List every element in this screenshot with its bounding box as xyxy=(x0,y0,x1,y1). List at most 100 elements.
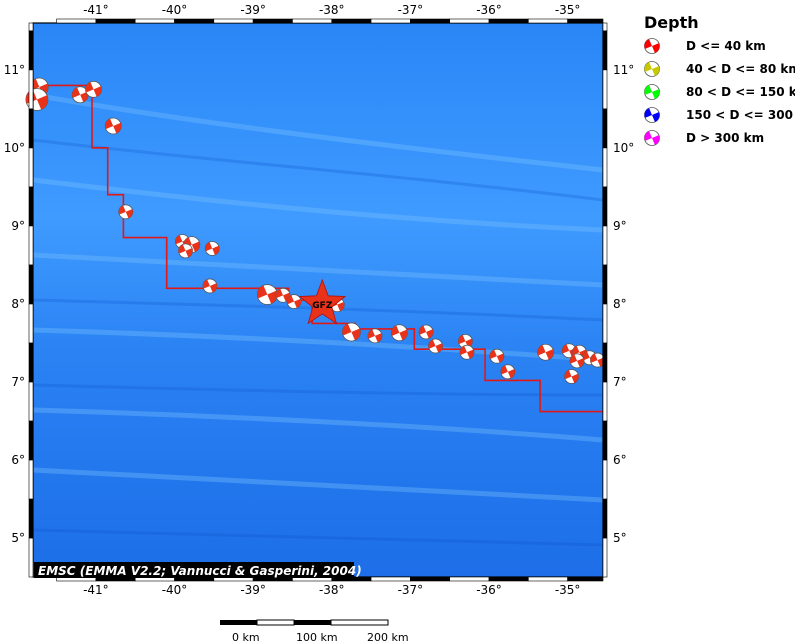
axis-ticks: -41° -41° -40° -40° -39° -39° -38° -38° -37° -37°… xyxy=(4,3,635,597)
frame-band-segment xyxy=(528,18,568,24)
focal-mechanism xyxy=(71,86,89,104)
frame-band-segment xyxy=(602,303,608,344)
frame-band-segment xyxy=(488,18,529,24)
ridge-texture xyxy=(33,92,603,173)
y-tick-label-right: 7° xyxy=(613,375,627,389)
scale-bar-segment xyxy=(294,620,331,625)
frame-band-segment xyxy=(602,264,608,305)
frame-band-segment xyxy=(370,576,411,582)
y-tick-label-right: 11° xyxy=(613,63,634,77)
scale-bar: 0 km 100 km 200 km xyxy=(220,619,409,643)
focal-mechanism xyxy=(104,117,122,135)
y-tick-label-left: 8° xyxy=(11,297,25,311)
main-event-layer: GFZ xyxy=(298,278,347,325)
x-tick-label-bottom: -40° xyxy=(162,583,188,597)
scale-bar-segment xyxy=(256,619,295,626)
trough-texture xyxy=(33,528,603,547)
legend-item-label: D <= 40 km xyxy=(686,39,766,53)
frame-band-segment xyxy=(567,576,604,582)
legend-depth-symbol xyxy=(644,84,660,100)
frame-band-segment xyxy=(602,381,608,422)
focal-mechanism xyxy=(428,338,443,354)
focal-mechanism xyxy=(489,348,505,364)
focal-mechanism xyxy=(367,328,383,344)
frame-band-segment xyxy=(28,342,34,383)
frame-band-segment xyxy=(28,303,34,344)
credit-box xyxy=(34,562,354,578)
frame-band-segment xyxy=(28,22,34,32)
frame-band-segment xyxy=(488,576,529,582)
frame-band-segment xyxy=(292,18,333,24)
scale-bar-segment xyxy=(220,620,257,625)
bathymetry-layer xyxy=(33,23,603,577)
frame-band-segment xyxy=(602,498,608,539)
map-frame xyxy=(28,18,608,582)
frame-band-segment xyxy=(28,498,34,539)
focal-mechanism xyxy=(564,369,579,384)
focal-mechanism xyxy=(85,80,102,98)
y-tick-label-right: 9° xyxy=(613,219,627,233)
frame-band-segment xyxy=(56,18,97,24)
scale-label-200: 200 km xyxy=(367,631,409,643)
frame-band-segment xyxy=(134,18,175,24)
focal-mechanism xyxy=(178,243,193,259)
frame-band-segment xyxy=(602,147,608,188)
frame-band-segment xyxy=(28,69,34,110)
x-tick-label-top: -40° xyxy=(162,3,188,17)
frame-band-segment xyxy=(602,342,608,383)
legend-item-label: 80 < D <= 150 km xyxy=(686,85,795,99)
focal-mechanism xyxy=(342,322,361,342)
x-tick-label-bottom: -39° xyxy=(240,583,266,597)
main-event-label: GFZ xyxy=(312,301,333,311)
y-tick-label-left: 10° xyxy=(4,141,25,155)
focal-mechanism xyxy=(202,278,218,294)
frame-band-segment xyxy=(602,459,608,500)
legend-depth-symbol xyxy=(644,38,660,54)
ridge-texture xyxy=(33,252,603,288)
frame-band-segment xyxy=(602,30,608,71)
depth-legend: Depth D <= 40 km 40 < D <= 80 km 80 < D <=… xyxy=(644,13,795,146)
frame-band-segment xyxy=(28,225,34,266)
frame-band-segment xyxy=(95,18,136,24)
y-tick-label-right: 6° xyxy=(613,453,627,467)
credit-text: EMSC (EMMA V2.2; Vannucci & Gasperini, 2… xyxy=(38,564,362,578)
frame-band-segment xyxy=(213,18,254,24)
x-tick-label-bottom: -41° xyxy=(83,583,109,597)
y-tick-label-left: 9° xyxy=(11,219,25,233)
frame-band-segment xyxy=(602,108,608,149)
frame-band-segment xyxy=(602,69,608,110)
frame-band-segment xyxy=(174,18,215,24)
ridge-texture xyxy=(33,327,603,363)
legend-depth-symbol xyxy=(644,130,660,146)
scale-bar-segment xyxy=(330,619,389,626)
frame-band-segment xyxy=(252,18,293,24)
frame-band-segment xyxy=(528,576,568,582)
x-tick-label-top: -38° xyxy=(319,3,345,17)
focal-mechanism xyxy=(275,287,291,303)
frame-band-segment xyxy=(410,18,450,24)
frame-band-segment xyxy=(331,18,372,24)
scale-label-100: 100 km xyxy=(296,631,338,643)
focal-mechanism xyxy=(204,241,220,256)
y-tick-label-left: 7° xyxy=(11,375,25,389)
ridge-texture xyxy=(33,407,603,443)
legend-depth-symbol xyxy=(644,61,660,77)
ridge-texture xyxy=(33,467,603,503)
legend-item-label: 150 < D <= 300 km xyxy=(686,108,795,122)
frame-band-segment xyxy=(449,18,490,24)
focal-mechanism xyxy=(390,324,408,342)
frame-band-segment xyxy=(28,108,34,149)
focal-mechanisms-layer xyxy=(25,77,605,384)
focal-mechanism xyxy=(569,353,585,369)
x-tick-label-top: -37° xyxy=(398,3,424,17)
focal-mechanism xyxy=(286,294,302,309)
frame-band-segment xyxy=(28,420,34,461)
focal-mechanism xyxy=(590,352,605,368)
frame-band-segment xyxy=(28,30,34,71)
frame-band-segment xyxy=(28,459,34,500)
focal-mechanism xyxy=(118,204,134,220)
frame-band-segment xyxy=(602,186,608,227)
x-tick-label-bottom: -38° xyxy=(319,583,345,597)
focal-mechanism xyxy=(459,344,475,360)
x-tick-label-top: -35° xyxy=(555,3,581,17)
